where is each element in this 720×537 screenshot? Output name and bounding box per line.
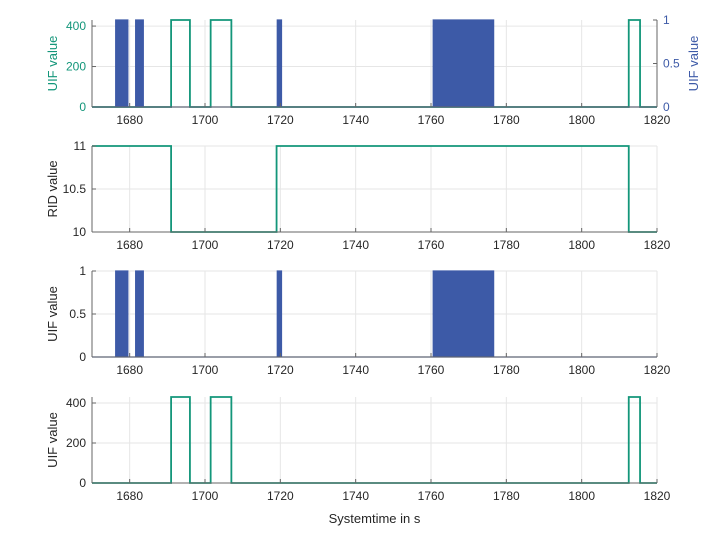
series-line-3-0	[92, 396, 657, 484]
x-tick-label-1-5: 1780	[493, 238, 520, 252]
x-tick-label-0-4: 1760	[418, 113, 445, 127]
y-axis-label-3: UIF value	[45, 412, 60, 468]
x-tick-label-1-4: 1760	[418, 238, 445, 252]
x-tick-label-3-7: 1820	[644, 489, 671, 503]
x-tick-label-3-6: 1800	[568, 489, 595, 503]
y2-tick-label-0-1: 0.5	[663, 57, 680, 71]
y-tick-label-3-2: 400	[66, 396, 86, 410]
x-tick-label-1-3: 1740	[342, 238, 369, 252]
x-tick-label-0-7: 1820	[644, 113, 671, 127]
x-tick-label-0-0: 1680	[116, 113, 143, 127]
y2-tick-label-0-0: 0	[663, 100, 670, 114]
x-tick-label-0-3: 1740	[342, 113, 369, 127]
y-tick-label-3-0: 0	[79, 476, 86, 490]
x-tick-label-0-2: 1720	[267, 113, 294, 127]
y-tick-label-1-0: 10	[73, 225, 87, 239]
x-axis-label: Systemtime in s	[329, 511, 421, 526]
y-axis-label-1: RID value	[45, 160, 60, 217]
series-line-0-1	[92, 19, 657, 108]
y-tick-label-2-0: 0	[79, 350, 86, 364]
y-tick-label-0-2: 400	[66, 19, 86, 33]
x-tick-label-0-5: 1780	[493, 113, 520, 127]
y2-tick-label-0-2: 1	[663, 13, 670, 27]
series-line-1-0	[92, 145, 657, 233]
y-tick-label-3-1: 200	[66, 436, 86, 450]
x-tick-label-2-6: 1800	[568, 363, 595, 377]
x-tick-label-2-0: 1680	[116, 363, 143, 377]
x-tick-label-1-2: 1720	[267, 238, 294, 252]
x-tick-label-0-1: 1700	[192, 113, 219, 127]
x-tick-label-1-6: 1800	[568, 238, 595, 252]
y-tick-label-0-1: 200	[66, 60, 86, 74]
x-tick-label-1-7: 1820	[644, 238, 671, 252]
x-tick-label-3-4: 1760	[418, 489, 445, 503]
y-axis-label-0: UIF value	[45, 36, 60, 92]
y-tick-label-1-2: 11	[74, 139, 87, 153]
x-tick-label-3-0: 1680	[116, 489, 143, 503]
x-tick-label-2-5: 1780	[493, 363, 520, 377]
y-tick-label-2-1: 0.5	[69, 307, 86, 321]
x-tick-label-2-1: 1700	[192, 363, 219, 377]
x-tick-label-2-7: 1820	[644, 363, 671, 377]
x-tick-label-3-1: 1700	[192, 489, 219, 503]
x-tick-label-2-3: 1740	[342, 363, 369, 377]
y-tick-label-0-0: 0	[79, 100, 86, 114]
series-line-0-0	[92, 19, 657, 108]
x-tick-label-3-5: 1780	[493, 489, 520, 503]
y2-axis-label-0: UIF value	[686, 36, 701, 92]
x-tick-label-2-2: 1720	[267, 363, 294, 377]
x-tick-label-3-2: 1720	[267, 489, 294, 503]
y-tick-label-1-1: 10.5	[63, 182, 87, 196]
x-tick-label-2-4: 1760	[418, 363, 445, 377]
x-tick-label-0-6: 1800	[568, 113, 595, 127]
y-axis-label-2: UIF value	[45, 286, 60, 342]
y-tick-label-2-2: 1	[79, 264, 86, 278]
x-tick-label-1-1: 1700	[192, 238, 219, 252]
x-tick-label-1-0: 1680	[116, 238, 143, 252]
x-tick-label-3-3: 1740	[342, 489, 369, 503]
